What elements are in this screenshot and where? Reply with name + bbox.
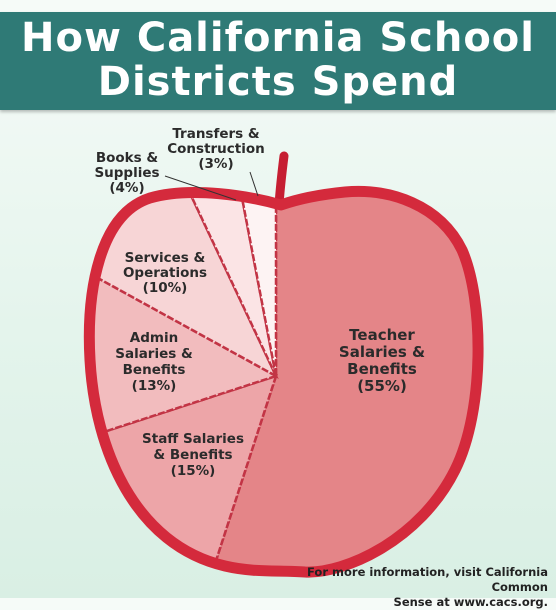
slice-label-1-line-1: Teacher xyxy=(349,326,415,344)
slice-label-6-line-1: Transfers & xyxy=(172,126,260,142)
leader-transfers xyxy=(249,171,259,197)
title-line-2: Districts Spend xyxy=(97,59,459,105)
slice-label-3-line-1: Admin xyxy=(130,330,178,346)
slice-label-6-line-2: Construction xyxy=(167,141,265,157)
footnote-line-2: Sense at www.cacs.org. xyxy=(393,595,548,609)
slice-label-2-line-2: & Benefits xyxy=(153,447,232,463)
slice-label-5-line-3: (4%) xyxy=(109,180,144,196)
apple-outline xyxy=(83,185,484,578)
slice-label-2-line-3: (15%) xyxy=(171,463,216,479)
slice-label-5-line-1: Books & xyxy=(96,150,159,166)
slice-label-1-line-3: Benefits xyxy=(347,360,417,378)
slice-label-3-line-2: Salaries & xyxy=(115,346,193,362)
slice-label-4-line-3: (10%) xyxy=(143,280,188,296)
pie-slice-4 xyxy=(89,191,279,379)
slice-label-1-line-2: Salaries & xyxy=(339,343,425,361)
footnote-line-1: For more information, visit California C… xyxy=(307,565,548,594)
slice-label-4: Services & Operations (10%) xyxy=(123,250,207,296)
footnote: For more information, visit California C… xyxy=(248,565,548,610)
slice-label-3-line-3: Benefits xyxy=(123,362,186,378)
pie-slice-6 xyxy=(162,191,278,377)
slice-label-5-line-2: Supplies xyxy=(94,165,159,181)
slice-label-3: Admin Salaries & Benefits (13%) xyxy=(115,330,193,394)
title-line-1: How California School xyxy=(21,15,535,61)
title-banner xyxy=(0,12,556,110)
slice-label-2: Staff Salaries & Benefits (15%) xyxy=(142,431,244,479)
slice-label-5: Books & Supplies (4%) xyxy=(94,150,159,196)
slice-label-4-line-2: Operations xyxy=(123,265,207,281)
slice-label-1-line-4: (55%) xyxy=(357,377,407,395)
slice-label-4-line-1: Services & xyxy=(125,250,206,266)
slice-label-2-line-1: Staff Salaries xyxy=(142,431,244,447)
apple-stem xyxy=(274,151,289,210)
slice-label-3-line-4: (13%) xyxy=(132,378,177,394)
slice-label-6-line-3: (3%) xyxy=(198,156,233,172)
leader-books xyxy=(164,175,237,201)
slice-label-6: Transfers & Construction (3%) xyxy=(167,126,265,172)
slice-labels: Teacher Salaries & Benefits (55%)Staff Sala… xyxy=(94,126,425,479)
pie-slice-5 xyxy=(89,191,278,377)
leader-lines xyxy=(164,171,259,201)
slice-label-1: Teacher Salaries & Benefits (55%) xyxy=(339,326,425,395)
page-title: How California School Districts Spend xyxy=(0,16,556,104)
